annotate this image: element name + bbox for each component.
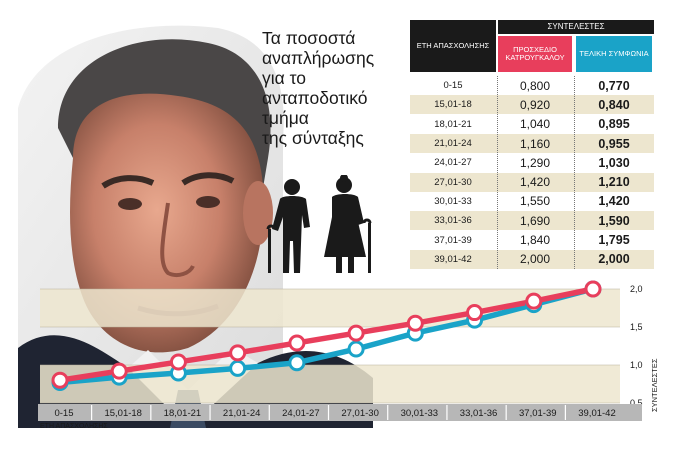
data-point xyxy=(525,292,543,310)
x-tick-label: 15,01-18 xyxy=(104,408,142,419)
data-point xyxy=(406,324,424,342)
table-row-band xyxy=(410,211,654,231)
y-tick-label: 0,5 xyxy=(630,398,643,408)
table-cell-final: 1,590 xyxy=(598,213,630,228)
y-axis-label: ΣΥΝΤΕΛΕΣΤΕΣ xyxy=(650,358,659,412)
title-line: αναπλήρωσης xyxy=(262,48,375,68)
title-line: ανταποδοτικό xyxy=(262,88,368,108)
data-point xyxy=(525,296,543,314)
table-row-band xyxy=(410,172,654,192)
table-cell-draft: 1,290 xyxy=(519,155,551,170)
x-tick-label: 37,01-39 xyxy=(519,408,557,419)
table-cell-draft: 0,920 xyxy=(519,97,551,112)
x-tick-label: 0-15 xyxy=(54,408,73,419)
table-cell-draft: 1,420 xyxy=(519,175,551,190)
table-cell-range: 30,01-33 xyxy=(434,195,472,207)
x-tick-label: 39,01-42 xyxy=(578,408,616,419)
table-header-final: ΤΕΛΙΚΗ ΣΥΜΦΩΝΙΑ xyxy=(576,36,652,72)
coefficients-table: ΣΥΝΤΕΛΕΣΤΕΣ ΕΤΗ ΑΠΑΣΧΟΛΗΣΗΣ ΠΡΟΣΧΕΔΙΟ ΚΑ… xyxy=(410,20,654,270)
table-cell-range: 27,01-30 xyxy=(434,176,472,188)
y-tick-label: 2,0 xyxy=(630,284,643,294)
table-cell-final: 1,030 xyxy=(598,155,630,170)
table-cell-draft: 2,000 xyxy=(519,252,551,267)
table-cell-range: 33,01-36 xyxy=(434,215,472,227)
table-cell-final: 0,895 xyxy=(598,117,630,132)
table-header-draft: ΠΡΟΣΧΕΔΙΟ ΚΑΤΡΟΥΓΚΑΛΟΥ xyxy=(498,36,572,72)
table-cell-draft: 1,690 xyxy=(519,213,551,228)
chart-title: Τα ποσοστά αναπλήρωσης για το ανταποδοτι… xyxy=(262,28,412,148)
title-line: Τα ποσοστά xyxy=(262,28,356,48)
x-tick-label: 18,01-21 xyxy=(164,408,202,419)
table-cell-final: 1,420 xyxy=(598,194,630,209)
data-point xyxy=(466,311,484,329)
table-cell-final: 2,000 xyxy=(598,252,630,267)
table-cell-draft: 1,550 xyxy=(519,194,551,209)
table-column-divider xyxy=(574,76,575,269)
table-row-band xyxy=(410,249,654,269)
table-cell-range: 39,01-42 xyxy=(434,253,472,265)
table-cell-draft: 1,160 xyxy=(519,136,551,151)
title-line: της σύνταξης xyxy=(262,128,364,148)
x-tick-label: 27,01-30 xyxy=(341,408,379,419)
table-cell-range: 21,01-24 xyxy=(434,138,472,150)
table-cell-range: 24,01-27 xyxy=(434,157,472,169)
x-tick-label: 33,01-36 xyxy=(460,408,498,419)
table-row-band xyxy=(410,95,654,115)
table-group-header: ΣΥΝΤΕΛΕΣΤΕΣ xyxy=(498,20,654,34)
table-column-divider xyxy=(497,76,498,269)
table-cell-range: 0-15 xyxy=(443,80,463,92)
data-point xyxy=(584,280,602,298)
table-cell-final: 0,955 xyxy=(598,136,630,151)
elderly-couple-icon xyxy=(266,175,372,273)
table-cell-final: 1,210 xyxy=(598,175,630,190)
y-tick-label: 1,5 xyxy=(630,322,643,332)
table-cell-draft: 0,800 xyxy=(519,78,551,93)
table-cell-draft: 1,840 xyxy=(519,233,551,248)
title-line: για το xyxy=(262,68,307,88)
data-point xyxy=(584,280,602,298)
table-cell-final: 0,770 xyxy=(598,78,630,93)
title-line: τμήμα xyxy=(262,108,309,128)
x-axis-label: ΕΤΗ ΑΠΑΣΧΟΛΗΣΗΣ xyxy=(40,423,108,430)
data-point xyxy=(466,304,484,322)
x-tick-label: 24,01-27 xyxy=(282,408,320,419)
table-cell-range: 15,01-18 xyxy=(434,99,472,111)
table-header-range: ΕΤΗ ΑΠΑΣΧΟΛΗΣΗΣ xyxy=(410,20,496,72)
table-cell-range: 18,01-21 xyxy=(434,118,472,130)
table-cell-range: 37,01-39 xyxy=(434,234,472,246)
data-point xyxy=(406,314,424,332)
table-cell-final: 1,795 xyxy=(598,233,630,248)
table-cell-draft: 1,040 xyxy=(519,117,551,132)
x-tick-label: 30,01-33 xyxy=(401,408,439,419)
x-tick-label: 21,01-24 xyxy=(223,408,261,419)
table-cell-final: 0,840 xyxy=(598,97,630,112)
table-row-band xyxy=(410,133,654,153)
y-tick-label: 1,0 xyxy=(630,360,643,370)
